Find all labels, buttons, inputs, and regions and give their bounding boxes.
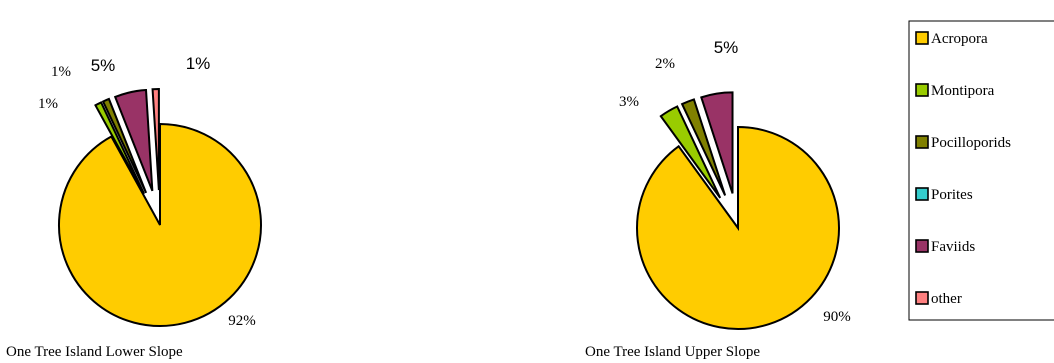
pie-slice-other <box>151 88 160 191</box>
legend-item-faviids: Faviids <box>915 239 975 255</box>
legend-swatch <box>915 239 929 253</box>
legend-label: Faviids <box>931 239 975 255</box>
legend-label: other <box>931 291 962 307</box>
legend-item-pocilloporids: Pocilloporids <box>915 135 1011 151</box>
legend-label: Pocilloporids <box>931 135 1011 151</box>
data-label-faviids: 5% <box>714 38 739 57</box>
pie-slice-acropora <box>57 122 262 327</box>
pie-slice-faviids <box>113 88 154 192</box>
legend-label: Montipora <box>931 83 995 99</box>
legend-swatch <box>915 83 929 97</box>
data-label-pocilloporids: 2% <box>655 56 675 72</box>
legend-item-acropora: Acropora <box>915 31 988 47</box>
data-label-acropora: 90% <box>823 309 851 325</box>
data-label-pocilloporids: 1% <box>38 96 58 112</box>
legend-swatch <box>915 31 929 45</box>
data-label-acropora: 92% <box>228 313 256 329</box>
pie-slice-montipora <box>94 101 146 195</box>
legend: Acropora Montipora Pocilloporids Porites Fav… <box>908 20 1054 321</box>
data-label-faviids: 5% <box>91 56 116 75</box>
legend-label: Acropora <box>931 31 988 47</box>
pie-slice-pocilloporids <box>101 97 148 194</box>
pie-slice-pocilloporids <box>680 98 727 196</box>
legend-swatch <box>915 291 929 305</box>
pie-slice-montipora <box>659 105 722 199</box>
legend-label: Porites <box>931 187 973 203</box>
pie-slice-acropora <box>636 125 840 330</box>
legend-item-porites: Porites <box>915 187 973 203</box>
chart-title: One Tree Island Upper Slope <box>585 344 760 360</box>
pie-chart-upper-slope: 90% 3% 2% 5% One Tree Island Upper Slope <box>585 38 851 360</box>
data-label-montipora: 3% <box>619 94 639 110</box>
legend-item-other: other <box>915 291 962 307</box>
pie-slice-faviids <box>700 91 734 194</box>
legend-swatch <box>915 135 929 149</box>
legend-frame <box>908 20 1054 321</box>
data-label-other: 1% <box>186 54 211 73</box>
pie-chart-lower-slope: 92% 1% 1% 5% 1% One Tree Island Lower Slope <box>6 54 262 360</box>
data-label-montipora: 1% <box>51 64 71 80</box>
legend-item-montipora: Montipora <box>915 83 995 99</box>
legend-swatch <box>915 187 929 201</box>
chart-title: One Tree Island Lower Slope <box>6 344 183 360</box>
